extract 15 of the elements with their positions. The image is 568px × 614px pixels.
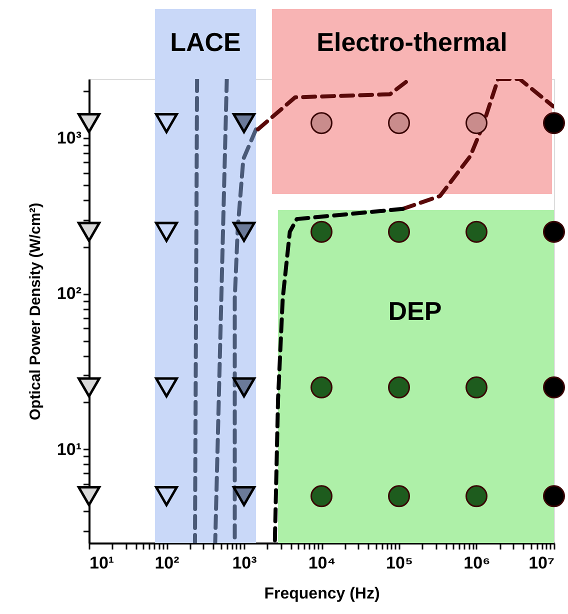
y-tick-label: 10¹ <box>56 440 82 459</box>
x-axis-title: Frequency (Hz) <box>264 586 380 602</box>
x-tick-label: 10² <box>154 554 180 572</box>
text: Electro-thermal <box>316 27 508 57</box>
band-label: LACE <box>170 27 241 57</box>
y-tick-label: 10² <box>56 284 82 304</box>
x-tick-label: 10¹ <box>90 554 114 572</box>
x-tick-label: 10³ <box>232 554 258 572</box>
y-tick-label: 10³ <box>56 128 82 148</box>
x-tick-label: 10⁷ <box>528 554 554 572</box>
x-tick-label: 10⁴ <box>308 554 336 572</box>
y-axis-title: Optical Power Density (W/cm²) <box>26 202 44 420</box>
annotation: DEP <box>388 296 442 326</box>
x-tick-label: 10⁶ <box>464 554 490 572</box>
x-tick-label: 10⁵ <box>386 554 413 572</box>
